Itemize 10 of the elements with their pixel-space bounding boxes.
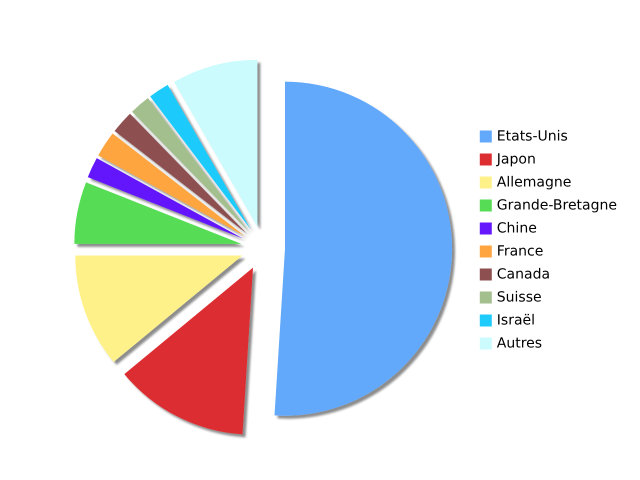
legend-label: Canada (496, 266, 550, 282)
legend-label: Japon (496, 152, 536, 168)
legend-label: Israël (496, 312, 536, 328)
legend-label: Chine (496, 220, 537, 236)
legend-label: France (496, 244, 544, 260)
legend-label: Autres (496, 336, 542, 352)
legend-label: Grande-Bretagne (496, 198, 617, 214)
legend-label: Suisse (496, 290, 542, 306)
legend-label: Etats-Unis (496, 128, 568, 144)
legend-label: Allemagne (496, 174, 572, 190)
